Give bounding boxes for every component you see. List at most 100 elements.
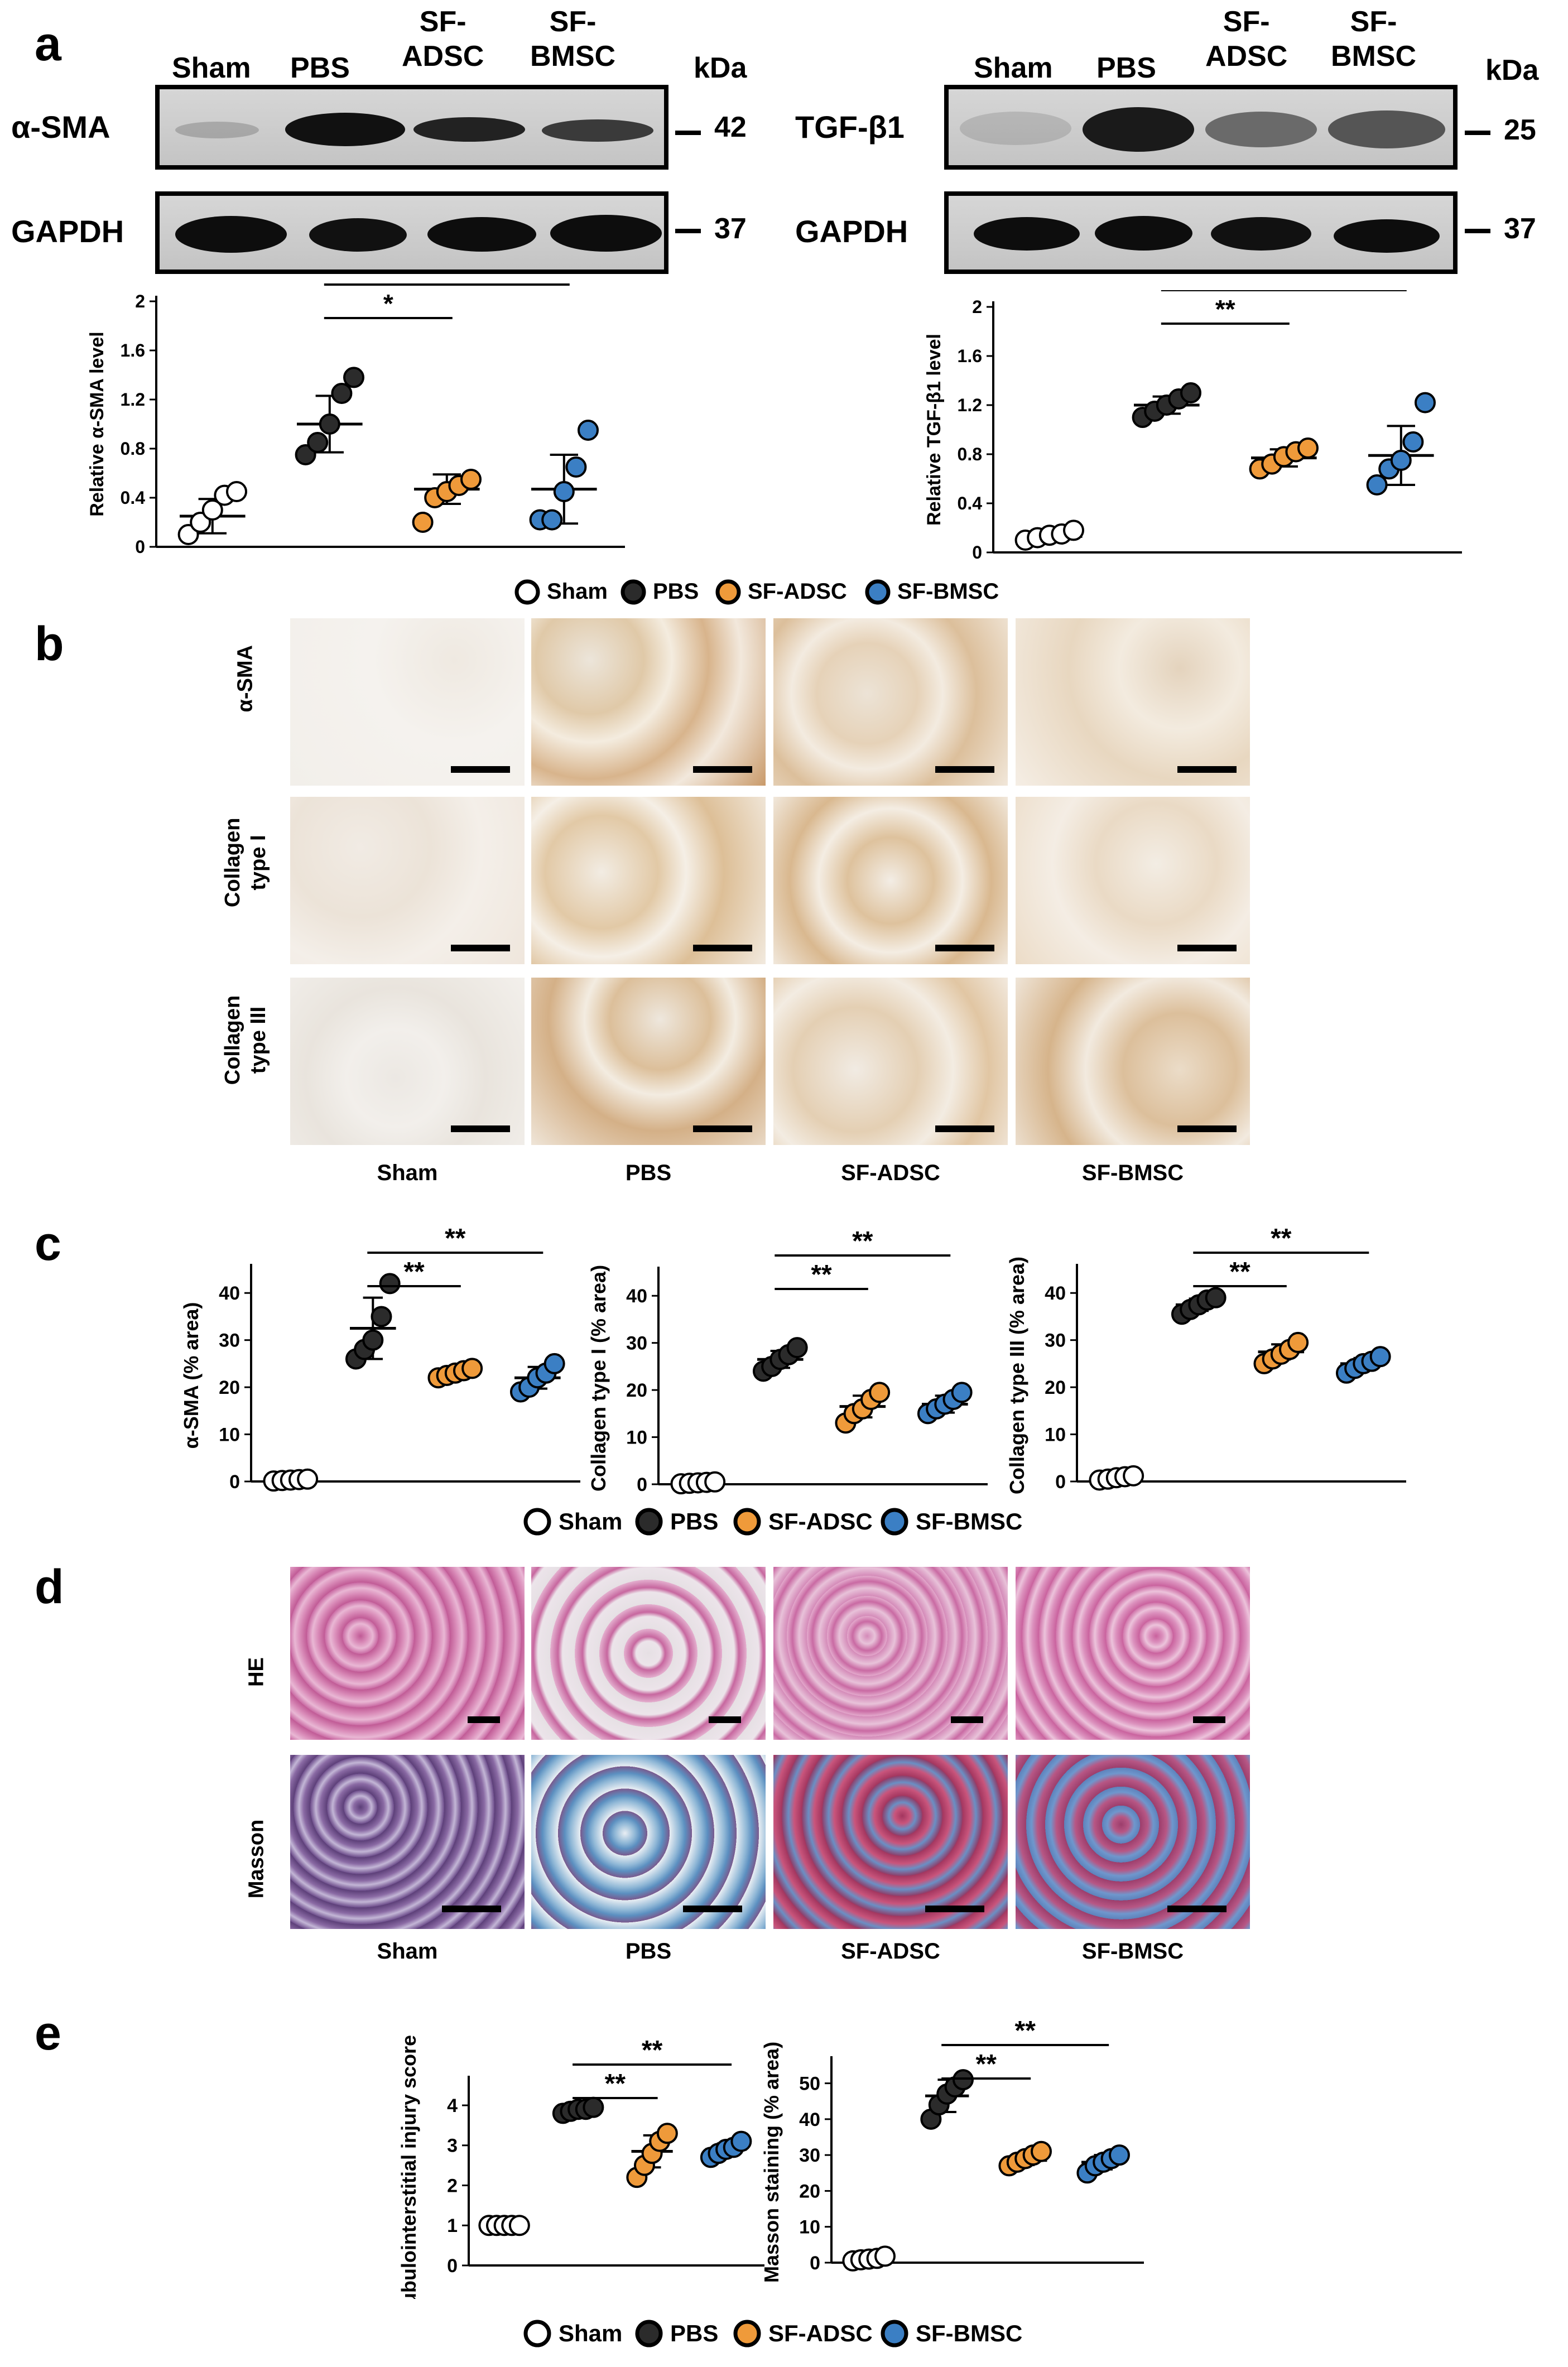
panel-label-d: d bbox=[35, 1560, 64, 1614]
wb-left-target-kda: 42 bbox=[714, 111, 747, 143]
panel-label-b: b bbox=[35, 617, 64, 671]
y-tick-label: 0.4 bbox=[958, 493, 983, 513]
ihc-col-label-adsc: SF-ADSC bbox=[841, 1161, 940, 1185]
legend-a: Sham PBS SF-ADSC SF-BMSC bbox=[513, 575, 1083, 608]
ihc-col3-pbs-image bbox=[531, 978, 766, 1145]
data-point bbox=[1297, 437, 1319, 459]
data-point bbox=[1205, 1287, 1226, 1308]
masson-row-label: Masson bbox=[244, 1819, 268, 1899]
hist-col-label-adsc: SF-ADSC bbox=[841, 1939, 940, 1964]
wb-left-header-adsc: SF- ADSC bbox=[402, 6, 484, 73]
y-tick-label: 0.8 bbox=[121, 439, 145, 459]
y-axis-label: α-SMA (% area) bbox=[180, 1302, 203, 1449]
y-tick-label: 4 bbox=[447, 2095, 458, 2116]
wb-left-kda: kDa bbox=[694, 52, 747, 84]
data-point bbox=[297, 1468, 319, 1490]
significance-label: ** bbox=[1271, 1224, 1292, 1253]
y-axis-label: Masson staining (% area) bbox=[760, 2042, 783, 2283]
data-point bbox=[1180, 382, 1201, 403]
y-tick-label: 0 bbox=[229, 1471, 240, 1493]
y-tick-label: 20 bbox=[799, 2181, 820, 2202]
ihc-col3-bmsc-image bbox=[1016, 978, 1250, 1145]
data-point bbox=[1031, 2140, 1052, 2162]
y-tick-label: 2 bbox=[447, 2175, 458, 2196]
data-point bbox=[508, 2215, 530, 2236]
legend-e: Sham PBS SF-ADSC SF-BMSC bbox=[522, 2316, 1102, 2351]
y-tick-label: 0 bbox=[1055, 1471, 1066, 1493]
y-tick-label: 40 bbox=[1045, 1283, 1066, 1304]
significance-label: ** bbox=[852, 1226, 873, 1256]
legend-c-pbs-marker bbox=[635, 1508, 663, 1536]
significance-label: ** bbox=[403, 1257, 425, 1287]
he-pbs-image bbox=[531, 1567, 766, 1740]
wb-right-loading-label: GAPDH bbox=[795, 214, 908, 249]
legend-c-adsc: SF-ADSC bbox=[768, 1508, 873, 1534]
y-axis-label: tubulointerstitial injury score bbox=[397, 2035, 420, 2299]
y-tick-label: 40 bbox=[626, 1286, 647, 1307]
wb-left-target-label: α-SMA bbox=[11, 109, 110, 145]
wb-right-header-bmsc: SF- BMSC bbox=[1331, 6, 1417, 73]
data-point bbox=[874, 2245, 896, 2267]
ihc-row-label-asma: α-SMA bbox=[233, 645, 257, 713]
legend-c: Sham PBS SF-ADSC SF-BMSC bbox=[522, 1504, 1102, 1539]
chart-collagen1-area: 0 10 20 30 40 Collagen type I (% area) ** ** bbox=[587, 1226, 988, 1495]
wb-left-loading-kda: 37 bbox=[714, 213, 747, 245]
ihc-asma-adsc-image bbox=[773, 618, 1008, 786]
data-point bbox=[786, 1337, 808, 1359]
legend-e-adsc-marker bbox=[733, 2320, 761, 2347]
ihc-col3-adsc-image bbox=[773, 978, 1008, 1145]
legend-e-sham: Sham bbox=[559, 2320, 623, 2346]
ihc-asma-sham-image bbox=[290, 618, 525, 786]
legend-e-pbs-marker bbox=[635, 2320, 663, 2347]
y-tick-label: 1.6 bbox=[121, 340, 145, 360]
wb-left-header-bmsc: SF- BMSC bbox=[530, 6, 616, 73]
y-tick-label: 3 bbox=[447, 2135, 458, 2157]
legend-c-sham-marker bbox=[523, 1508, 551, 1536]
data-point bbox=[583, 2096, 604, 2118]
data-point bbox=[379, 1273, 401, 1295]
legend-e-bmsc: SF-BMSC bbox=[916, 2320, 1023, 2346]
data-point bbox=[543, 1353, 565, 1374]
data-point bbox=[541, 509, 563, 531]
legend-c-pbs: PBS bbox=[670, 1508, 719, 1534]
legend-e-adsc: SF-ADSC bbox=[768, 2320, 873, 2346]
y-tick-label: 50 bbox=[799, 2073, 820, 2094]
data-point bbox=[461, 1358, 483, 1379]
y-tick-label: 20 bbox=[626, 1380, 647, 1401]
wb-right-kda: kDa bbox=[1485, 54, 1539, 86]
legend-a-bmsc: SF-BMSC bbox=[897, 579, 999, 604]
wb-left-target-blot bbox=[155, 85, 668, 170]
legend-a-pbs-marker bbox=[621, 579, 646, 605]
y-tick-label: 0.4 bbox=[121, 488, 146, 508]
data-point bbox=[307, 432, 329, 453]
y-tick-label: 20 bbox=[219, 1377, 240, 1398]
data-point bbox=[331, 383, 353, 404]
y-tick-label: 0 bbox=[447, 2255, 458, 2277]
significance-label: ** bbox=[642, 2036, 663, 2065]
significance-label: ** bbox=[1015, 2016, 1036, 2046]
legend-c-adsc-marker bbox=[733, 1508, 761, 1536]
legend-a-adsc-marker bbox=[715, 579, 741, 605]
y-tick-label: 30 bbox=[219, 1330, 240, 1351]
legend-a-adsc: SF-ADSC bbox=[748, 579, 847, 604]
significance-label: * bbox=[383, 289, 393, 318]
data-point bbox=[1287, 1331, 1309, 1353]
legend-e-bmsc-marker bbox=[881, 2320, 908, 2347]
wb-right-header-sham: Sham bbox=[974, 52, 1053, 84]
ihc-col1-sham-image bbox=[290, 797, 525, 964]
he-row-label: HE bbox=[244, 1657, 268, 1687]
data-point bbox=[201, 499, 223, 521]
wb-right-header-adsc: SF- ADSC bbox=[1205, 6, 1288, 73]
significance-label: ** bbox=[437, 282, 457, 285]
significance-label: ** bbox=[811, 1260, 832, 1290]
he-sham-image bbox=[290, 1567, 525, 1740]
wb-right-loading-kda: 37 bbox=[1504, 213, 1536, 245]
ihc-asma-bmsc-image bbox=[1016, 618, 1250, 786]
legend-a-pbs: PBS bbox=[653, 579, 699, 604]
data-point bbox=[1366, 474, 1388, 495]
legend-c-sham: Sham bbox=[559, 1508, 623, 1534]
y-axis-label: Collagen type III (% area) bbox=[1006, 1257, 1028, 1494]
ihc-col3-sham-image bbox=[290, 978, 525, 1145]
data-point bbox=[1109, 2144, 1130, 2166]
masson-bmsc-image bbox=[1016, 1755, 1250, 1929]
